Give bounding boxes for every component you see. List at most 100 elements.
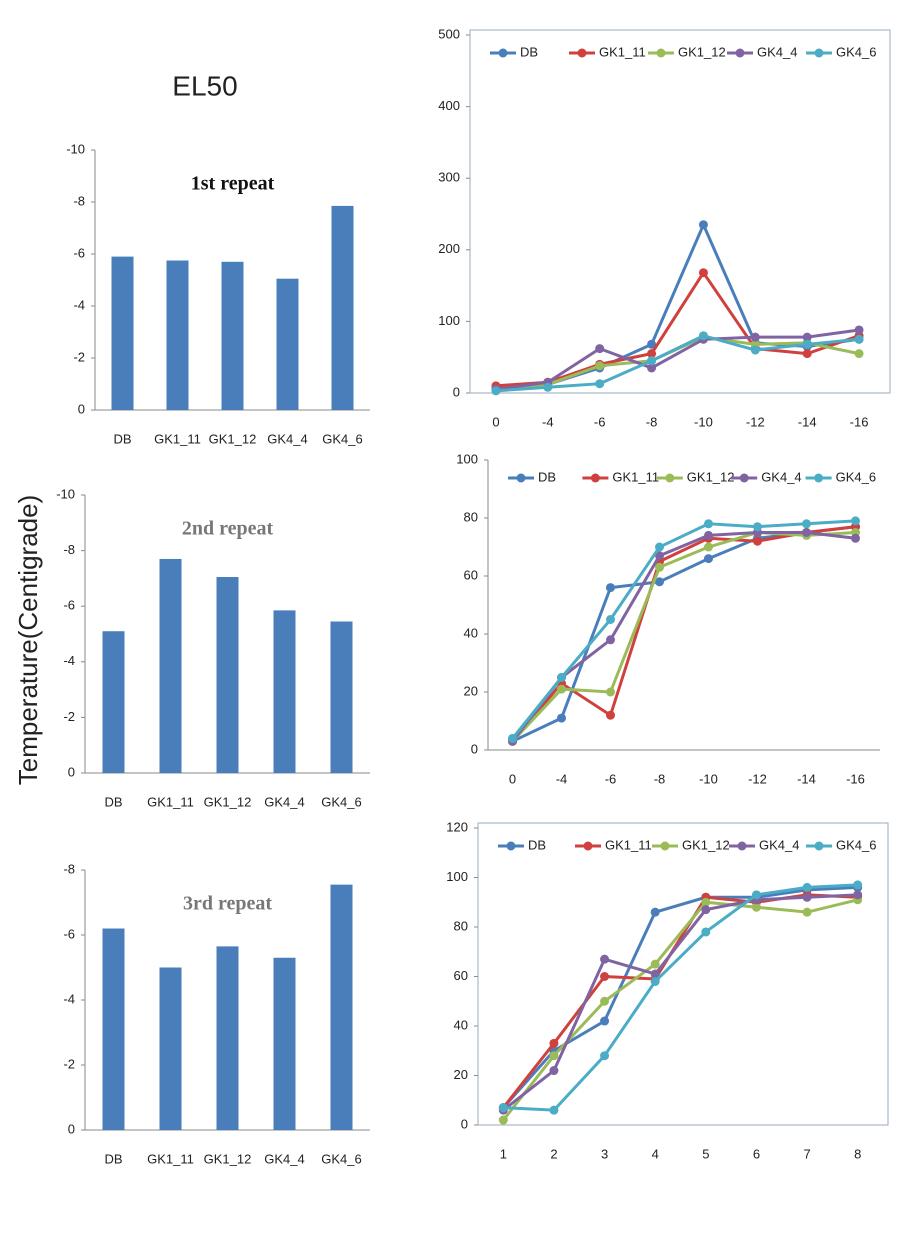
point [498,1103,508,1113]
bar [216,577,239,773]
legend-marker [739,473,749,483]
x-tick-label: -8 [654,771,666,786]
point [650,959,660,969]
point [753,522,762,532]
x-tick-label: 0 [492,414,499,429]
legend-marker [498,48,508,58]
bar [102,631,125,773]
point [802,339,812,349]
y-tick-label: 0 [68,1121,75,1136]
bar [102,928,125,1130]
bar [273,957,296,1130]
legend-label: GK4_4 [757,44,797,59]
y-tick-label: 20 [464,683,478,698]
point [549,1038,559,1048]
plot-frame [469,29,891,394]
legend-label: GK4_6 [836,837,876,852]
point [750,345,760,355]
point [802,882,812,892]
legend-marker [665,473,675,483]
y-tick-label: 100 [446,869,468,884]
point [650,976,660,986]
y-tick-label: 100 [456,451,478,466]
x-tick-label: -10 [694,414,713,429]
point [854,349,864,359]
x-tick-label: 1 [500,1146,507,1161]
plot-frame [477,822,889,1126]
point [595,344,605,354]
figure-ylabel: Temperature(Centigrade) [13,495,43,785]
series-line [495,328,860,391]
x-tick-label: GK1_11 [154,431,201,446]
legend-marker [814,48,824,58]
y-tick-label: 20 [454,1067,468,1082]
chart-title: 1st repeat [191,173,275,195]
y-tick-label: 0 [453,384,460,399]
series-line [503,883,858,1112]
point [704,554,713,564]
series-line [502,893,858,1109]
y-tick-label: 120 [446,819,468,834]
y-tick-label: 500 [438,26,460,41]
point [647,339,657,349]
y-tick-label: 40 [464,625,478,640]
series-line [502,893,858,1112]
point [698,331,708,341]
y-tick-label: -6 [73,245,85,260]
series-line [511,525,856,743]
legend-label: GK1_11 [612,469,659,484]
point [557,713,566,723]
bar [216,946,239,1130]
point [650,907,660,917]
series-line [502,898,859,1121]
point [606,710,615,720]
point [701,927,711,937]
legend-label: GK1_11 [605,837,652,852]
point [543,382,553,392]
point [606,687,615,697]
legend-marker [583,841,593,851]
point [751,902,761,912]
point [802,519,811,529]
series-line [511,531,856,743]
point [853,890,863,900]
x-tick-label: DB [104,794,122,809]
point [549,1051,559,1061]
point [750,332,760,342]
y-tick-label: -4 [63,991,75,1006]
x-tick-label: -14 [798,414,817,429]
y-tick-label: 0 [461,1116,468,1131]
legend-label: DB [538,469,556,484]
x-tick-label: GK4_4 [264,1151,304,1166]
bar [331,205,354,410]
y-tick-label: 100 [438,313,460,328]
x-tick-label: -10 [699,771,718,786]
x-tick-label: 6 [753,1146,760,1161]
point [508,733,517,743]
chart-title: 3rd repeat [183,893,272,915]
y-tick-label: 60 [464,567,478,582]
legend-label: GK4_6 [836,44,876,59]
point [606,635,615,645]
y-tick-label: 0 [68,764,75,779]
legend-label: GK4_4 [761,469,801,484]
y-tick-label: 400 [438,98,460,113]
point [851,533,860,543]
y-tick-label: -6 [63,598,75,613]
x-tick-label: -16 [846,771,865,786]
y-tick-label: 40 [454,1017,468,1032]
legend-label: DB [520,44,538,59]
point [647,363,657,373]
x-tick-label: 8 [854,1146,861,1161]
x-tick-label: 3 [601,1146,608,1161]
legend-label: GK1_11 [599,44,646,59]
point [751,890,761,900]
point [802,892,812,902]
legend-marker [577,48,587,58]
legend-marker [656,48,666,58]
legend-label: GK1_12 [687,469,735,484]
point [704,530,713,540]
y-tick-label: -10 [66,141,85,156]
point [655,551,664,561]
point [549,1066,559,1076]
